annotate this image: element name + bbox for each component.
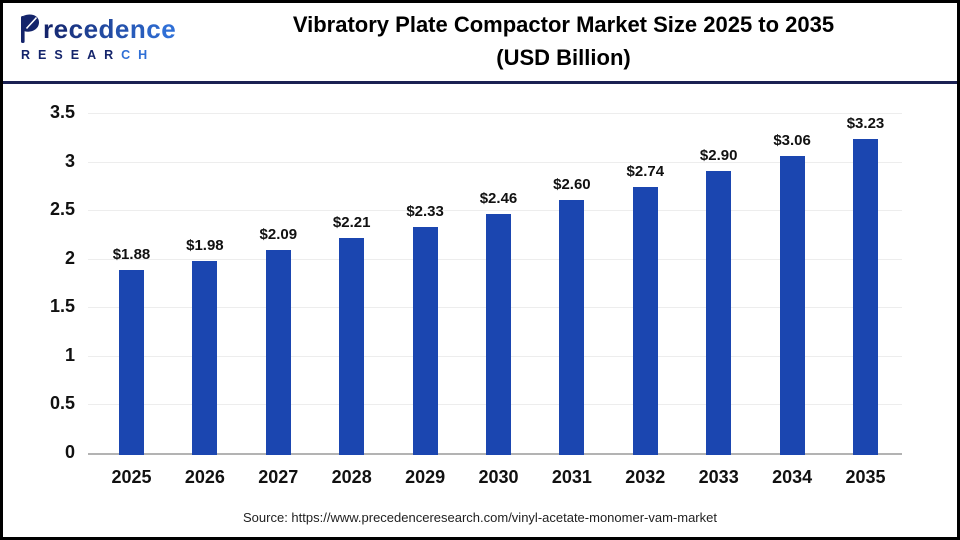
bar-value-label: $3.06 — [773, 131, 811, 149]
logo-letter: r — [43, 14, 54, 44]
bar-2034 — [779, 155, 805, 455]
logo-subtitle-letter: A — [87, 48, 97, 62]
bar-2027 — [265, 249, 291, 455]
x-tick-label: 2033 — [698, 467, 739, 487]
bar-chart: 0 0.5 1 1.5 2 2.5 3 3.5 $1.88 2025 $1.98 2026 $2.09 2… — [3, 3, 957, 537]
bar-value-label: $2.74 — [626, 162, 665, 180]
chart-title: Vibratory Plate Compactor Market Size 20… — [178, 8, 949, 74]
bar-2030 — [486, 214, 511, 455]
bar-2025 — [119, 270, 144, 455]
y-tick-label: 1.5 — [49, 296, 75, 317]
source-line: Source: https://www.precedenceresearch.c… — [243, 510, 717, 525]
leaf-p-icon — [21, 14, 40, 43]
logo-letter: e — [114, 14, 130, 44]
logo-letter: d — [98, 14, 115, 44]
bar-value-label: $1.88 — [112, 246, 151, 264]
logo-letter: c — [68, 14, 84, 44]
gridline — [88, 113, 902, 114]
y-tick-label: 1 — [64, 344, 75, 365]
x-tick-label: 2027 — [258, 467, 299, 487]
bar-value-label: $1.98 — [186, 236, 224, 254]
x-tick-label: 2030 — [478, 467, 519, 487]
x-tick-label: 2035 — [845, 467, 886, 487]
logo-subtitle-letter: E — [38, 48, 47, 62]
logo-subtitle-letter: E — [70, 48, 80, 62]
chart-title-line1: Vibratory Plate Compactor Market Size 20… — [292, 12, 835, 37]
logo-wordmark-letters: recedence — [43, 14, 176, 44]
x-tick-label: 2034 — [772, 467, 813, 487]
logo-subtitle-letter: R — [21, 48, 31, 62]
chart-title-line2: (USD Billion) — [496, 45, 631, 70]
logo-letter: c — [146, 14, 162, 44]
logo-letter: e — [161, 14, 177, 44]
header-divider — [3, 81, 957, 84]
x-tick-label: 2025 — [111, 467, 152, 487]
logo-letter: e — [53, 14, 69, 44]
bar-2026 — [192, 260, 218, 455]
logo-subtitle-letter: C — [121, 48, 131, 62]
gridline — [88, 161, 902, 163]
bar-2029 — [412, 226, 438, 455]
logo-wordmark: recedence — [18, 12, 176, 44]
bar-2033 — [706, 171, 732, 455]
logo-subtitle-letter: H — [138, 48, 148, 62]
bar-value-label: $2.09 — [259, 225, 298, 243]
y-tick-label: 3.5 — [49, 102, 75, 122]
y-tick-label: 0 — [64, 442, 75, 462]
y-tick-label: 0.5 — [49, 393, 75, 414]
logo-subtitle-letter: R — [104, 48, 114, 62]
bar-value-label: $2.90 — [699, 147, 738, 165]
logo-letter: e — [83, 14, 99, 44]
bar-2028 — [339, 238, 365, 455]
x-tick-label: 2029 — [405, 467, 446, 487]
x-tick-label: 2031 — [551, 467, 592, 487]
bar-value-label: $2.60 — [553, 176, 591, 194]
bar-2035 — [853, 139, 878, 455]
x-tick-label: 2026 — [184, 467, 225, 487]
bar-value-label: $2.21 — [332, 214, 371, 232]
logo-subtitle-letter: S — [54, 48, 63, 62]
x-tick-label: 2032 — [625, 467, 666, 487]
bar-value-label: $2.46 — [479, 190, 518, 208]
logo-letter: n — [129, 14, 147, 44]
gridline — [88, 210, 902, 212]
bar-value-label: $2.33 — [406, 202, 444, 220]
x-tick-label: 2028 — [331, 467, 372, 487]
bar-2032 — [632, 186, 658, 455]
bar-value-label: $3.23 — [846, 115, 885, 133]
bar-2031 — [559, 200, 585, 455]
y-tick-label: 2.5 — [49, 199, 75, 220]
y-tick-label: 3 — [64, 150, 75, 171]
y-tick-label: 2 — [64, 247, 75, 268]
